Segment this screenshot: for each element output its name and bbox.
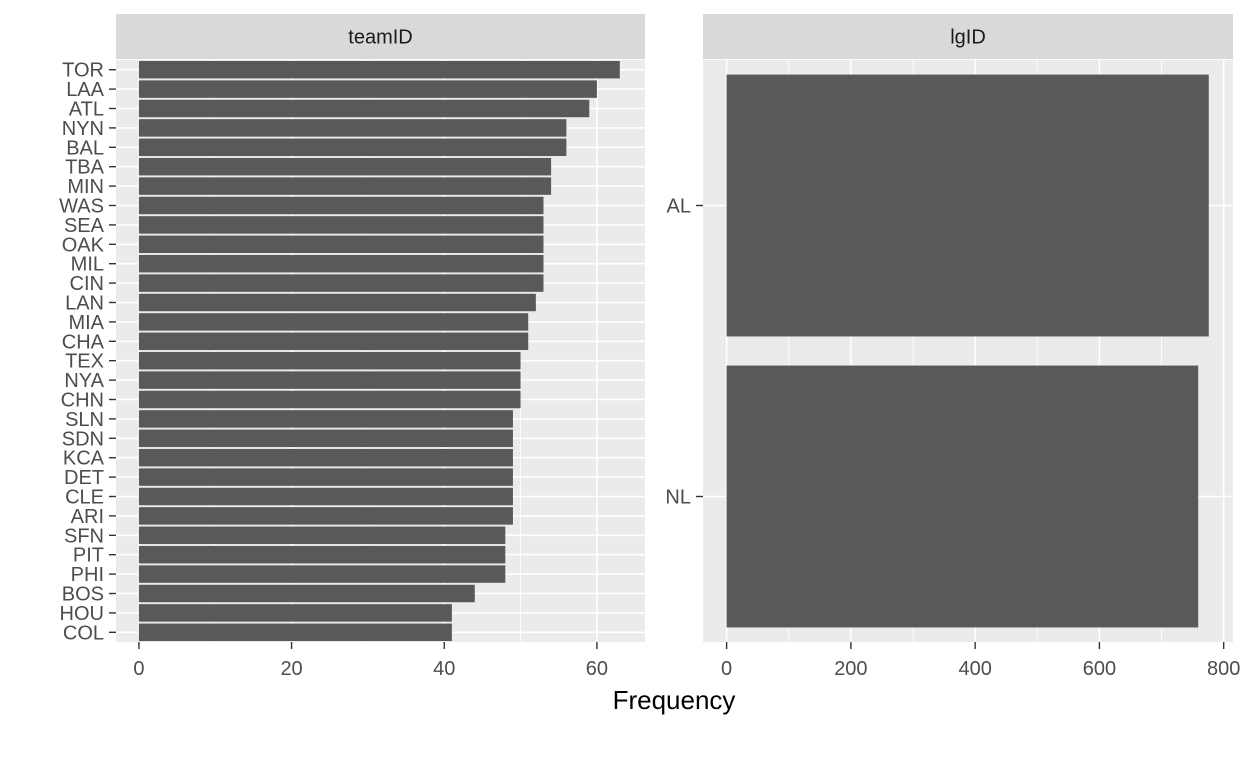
x-tick-label: 200 xyxy=(834,658,867,680)
bar-sfn xyxy=(138,526,506,545)
y-tick-label: KCA xyxy=(63,448,105,470)
bar-min xyxy=(138,177,552,195)
x-tick-label: 40 xyxy=(433,658,455,680)
bar-laa xyxy=(138,80,597,98)
y-tick-label: BOS xyxy=(62,584,104,606)
bar-cin xyxy=(138,274,544,292)
y-tick-label: CHA xyxy=(62,331,105,353)
x-tick-label: 0 xyxy=(133,658,144,680)
facet-strip-label: lgID xyxy=(950,27,986,49)
y-tick-label: NYA xyxy=(64,370,104,392)
bar-sln xyxy=(138,410,513,428)
y-tick-label: WAS xyxy=(59,196,104,218)
bar-bos xyxy=(138,584,475,603)
bar-mil xyxy=(138,254,544,273)
y-tick-label: PIT xyxy=(73,545,104,567)
bar-hou xyxy=(138,604,452,622)
facet-strip-label: teamID xyxy=(348,27,412,49)
x-tick-label: 400 xyxy=(958,658,991,680)
panel-teamID: teamIDTORLAAATLNYNBALTBAMINWASSEAOAKMILC… xyxy=(59,14,645,680)
y-tick-label: ARI xyxy=(71,506,104,528)
bar-cha xyxy=(138,332,529,351)
bar-oak xyxy=(138,235,544,254)
x-tick-label: 60 xyxy=(586,658,608,680)
bar-col xyxy=(138,623,452,642)
facet-strip xyxy=(116,14,645,59)
bar-phi xyxy=(138,565,506,583)
y-tick-label: NYN xyxy=(62,118,104,140)
y-tick-label: SLN xyxy=(65,409,104,431)
x-tick-label: 600 xyxy=(1083,658,1116,680)
y-tick-label: BAL xyxy=(66,137,104,159)
bar-was xyxy=(138,196,544,215)
x-tick-label: 800 xyxy=(1207,658,1240,680)
y-tick-label: DET xyxy=(64,467,104,489)
y-tick-label: CHN xyxy=(61,390,104,412)
bar-sea xyxy=(138,216,544,234)
y-tick-label: TEX xyxy=(65,351,104,373)
y-tick-label: SDN xyxy=(62,428,104,450)
bar-det xyxy=(138,468,513,486)
y-tick-label: LAA xyxy=(66,79,104,101)
bar-tex xyxy=(138,351,521,370)
y-tick-label: SEA xyxy=(64,215,105,237)
y-tick-label: CLE xyxy=(65,487,104,509)
y-tick-label: SFN xyxy=(64,525,104,547)
y-tick-label: LAN xyxy=(65,293,104,315)
bar-ari xyxy=(138,507,513,525)
y-tick-label: TOR xyxy=(62,60,104,82)
panel-lgID: lgID AL NL 0 200 400 600 800 xyxy=(665,14,1240,680)
bar-nl xyxy=(726,365,1199,628)
y-tick-label: HOU xyxy=(60,603,104,625)
bar-atl xyxy=(138,99,590,118)
bar-pit xyxy=(138,545,506,564)
y-tick-label: TBA xyxy=(65,157,105,179)
bar-tba xyxy=(138,157,552,176)
y-tick-label: PHI xyxy=(71,564,104,586)
y-tick-label: AL xyxy=(667,196,691,218)
bar-sdn xyxy=(138,429,513,448)
y-tick-label: MIN xyxy=(67,176,104,198)
bar-kca xyxy=(138,448,513,467)
facet-strip xyxy=(703,14,1233,59)
bar-chn xyxy=(138,390,521,409)
y-tick-label: CIN xyxy=(70,273,104,295)
bar-nya xyxy=(138,371,521,389)
bar-al xyxy=(726,74,1209,337)
x-tick-label: 20 xyxy=(280,658,302,680)
bar-lan xyxy=(138,293,536,312)
y-tick-label: MIL xyxy=(71,254,104,276)
x-tick-label: 0 xyxy=(721,658,732,680)
x-axis-label: Frequency xyxy=(613,685,736,715)
bar-bal xyxy=(138,138,567,157)
panel-background xyxy=(116,60,645,642)
y-tick-label: OAK xyxy=(62,234,105,256)
bar-mia xyxy=(138,313,529,331)
y-tick-label: MIA xyxy=(68,312,104,334)
y-tick-label: ATL xyxy=(69,99,104,121)
bar-nyn xyxy=(138,119,567,137)
y-tick-label: COL xyxy=(63,622,104,644)
y-tick-label: NL xyxy=(665,487,691,509)
bar-tor xyxy=(138,60,620,79)
bar-cle xyxy=(138,487,513,506)
